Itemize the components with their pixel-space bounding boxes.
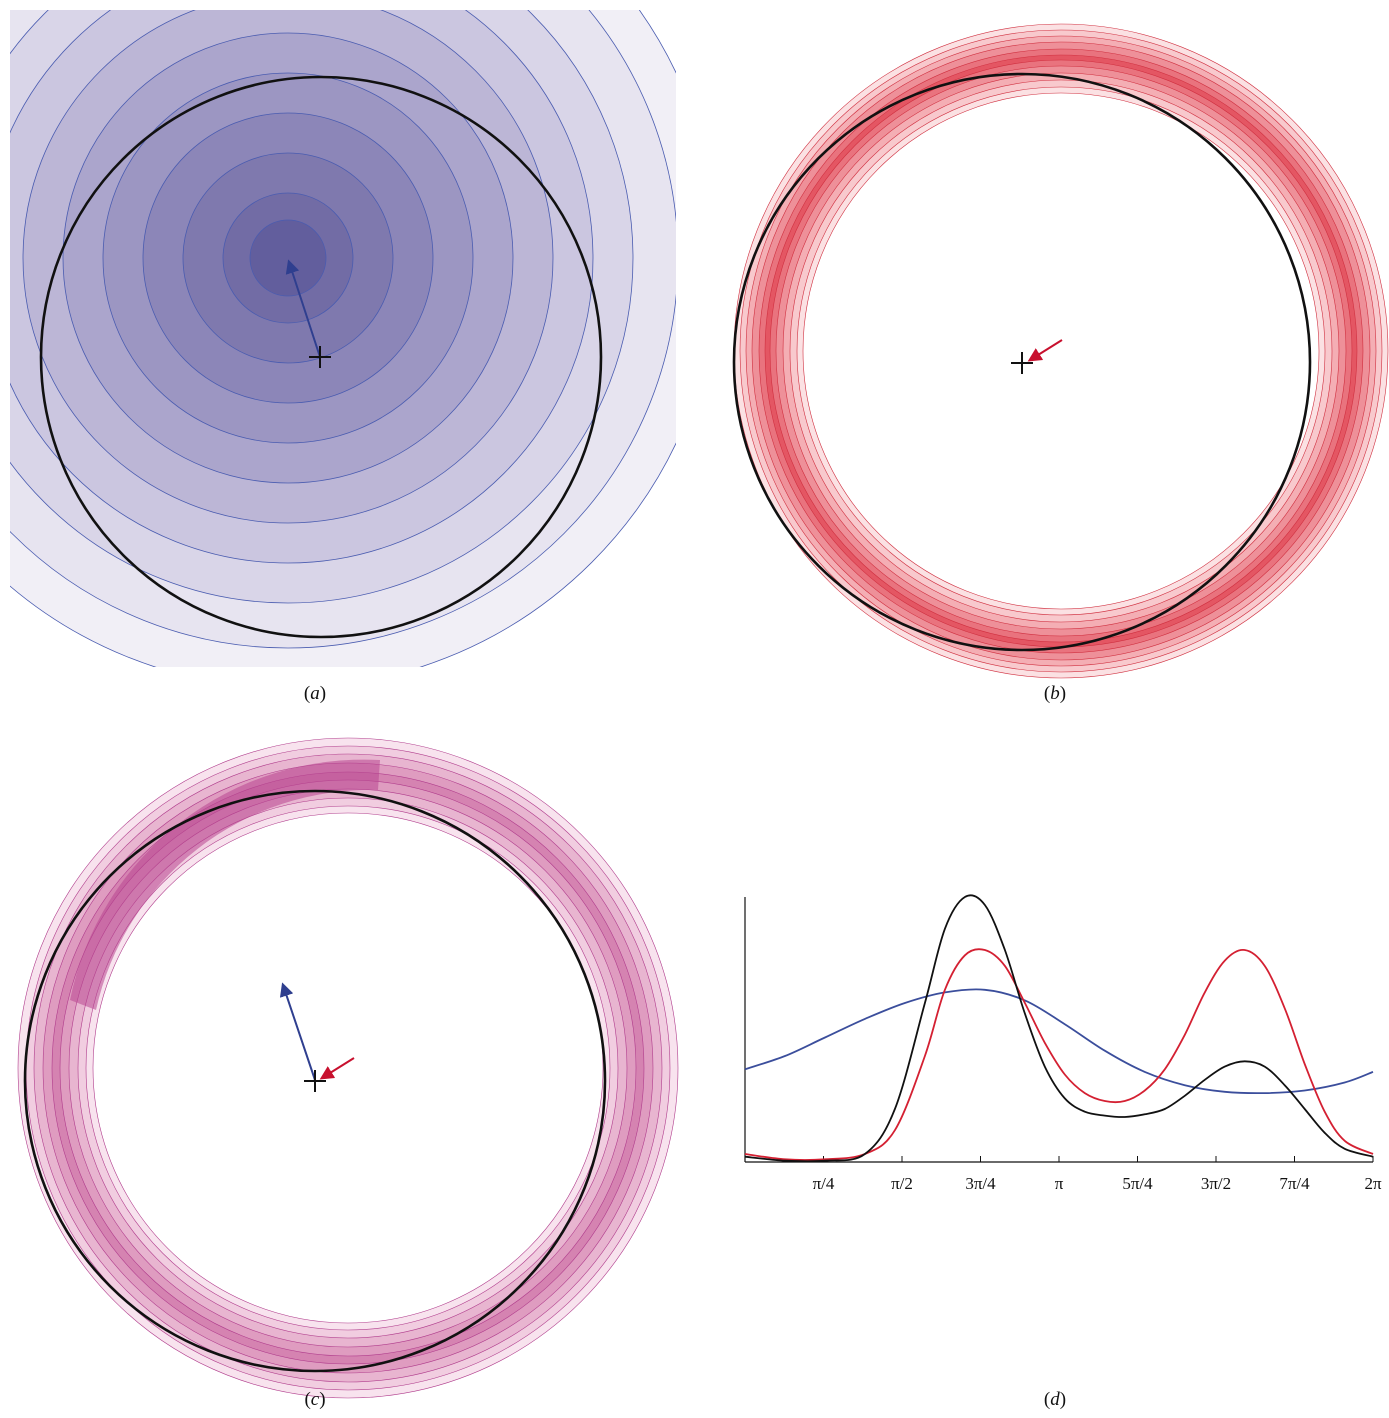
panel-b-label: (b): [1044, 683, 1066, 704]
panel-b-annulus: [733, 23, 1389, 679]
panel-a: (a): [10, 10, 676, 704]
panel-d-ticks: π/4 π/2 3π/4 π 5π/4 3π/2 7π/4 2π: [813, 1156, 1382, 1193]
panel-b-red-arrow: [1027, 339, 1063, 362]
panel-d: π/4 π/2 3π/4 π 5π/4 3π/2 7π/4 2π (d): [744, 894, 1382, 1410]
panel-d-black-series: [744, 894, 1374, 1163]
panel-c: (c): [17, 737, 679, 1410]
panel-d-series: [744, 894, 1374, 1163]
panel-c-label: (c): [304, 1389, 325, 1410]
panel-d-x-tick-label: 3π/2: [1201, 1174, 1231, 1193]
panel-d-label: (d): [1044, 1389, 1066, 1410]
panel-d-x-tick-label: π/2: [891, 1174, 913, 1193]
panel-d-x-tick-label: π: [1055, 1174, 1064, 1193]
panel-b-inner-region: [802, 92, 1320, 610]
panel-d-red-series: [744, 948, 1374, 1161]
panel-d-blue-series: [744, 988, 1374, 1095]
panel-a-blue-arrow: [285, 259, 321, 358]
panel-a-contour-band: [249, 219, 327, 297]
panel-b-reference-circle: [732, 72, 1312, 652]
panel-c-annulus: [17, 737, 679, 1399]
panel-c-reference-circle: [23, 789, 607, 1373]
panel-d-x-tick-label: 3π/4: [965, 1174, 996, 1193]
panel-a-reference-circle: [39, 75, 603, 639]
panel-d-x-tick-label: 7π/4: [1279, 1174, 1310, 1193]
panel-a-label: (a): [304, 683, 326, 704]
panel-c-blue-arrow: [279, 982, 316, 1081]
panel-c-inner-region: [92, 812, 604, 1324]
panel-c-center-cross: [304, 1070, 326, 1092]
panel-b-center-cross: [1011, 352, 1033, 374]
panel-b: (b): [732, 23, 1389, 704]
panel-d-x-tick-label: 5π/4: [1122, 1174, 1153, 1193]
panel-a-center-cross: [309, 346, 331, 368]
panel-c-dense-lobe: [70, 759, 380, 1010]
panel-d-x-tick-label: π/4: [813, 1174, 835, 1193]
panel-c-red-arrow: [319, 1057, 355, 1080]
panel-d-x-tick-label: 2π: [1364, 1174, 1382, 1193]
panel-a-contours: [10, 10, 676, 667]
